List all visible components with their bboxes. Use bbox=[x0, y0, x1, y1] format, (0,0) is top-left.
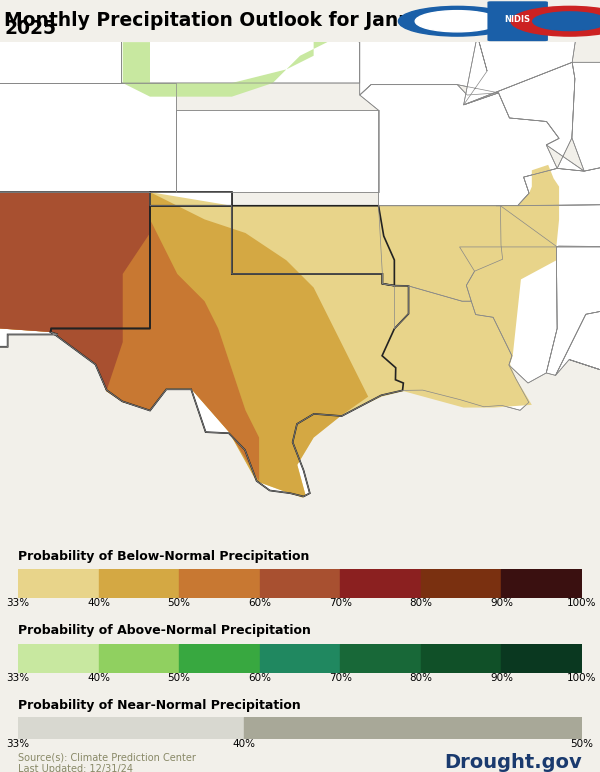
Polygon shape bbox=[0, 165, 559, 498]
Polygon shape bbox=[426, 0, 587, 105]
Bar bbox=[421, 644, 502, 673]
Bar bbox=[421, 569, 502, 598]
Polygon shape bbox=[0, 192, 529, 496]
Polygon shape bbox=[121, 29, 360, 83]
Text: 33%: 33% bbox=[7, 598, 29, 608]
Polygon shape bbox=[0, 83, 176, 192]
Polygon shape bbox=[0, 0, 121, 83]
Text: Source(s): Climate Prediction Center
Last Updated: 12/31/24: Source(s): Climate Prediction Center Las… bbox=[18, 753, 196, 772]
Text: Drought.gov: Drought.gov bbox=[444, 753, 582, 772]
Text: 80%: 80% bbox=[409, 598, 433, 608]
Bar bbox=[179, 569, 260, 598]
Bar bbox=[18, 717, 244, 739]
Bar bbox=[18, 644, 98, 673]
Polygon shape bbox=[176, 110, 379, 192]
Polygon shape bbox=[360, 85, 559, 206]
Polygon shape bbox=[518, 83, 600, 206]
Polygon shape bbox=[496, 203, 600, 247]
Text: 60%: 60% bbox=[248, 673, 271, 683]
Bar bbox=[340, 644, 421, 673]
Text: 33%: 33% bbox=[7, 673, 29, 683]
Text: 100%: 100% bbox=[567, 598, 597, 608]
Bar bbox=[179, 644, 260, 673]
Bar bbox=[260, 569, 340, 598]
Polygon shape bbox=[121, 0, 487, 71]
Bar bbox=[502, 569, 582, 598]
Polygon shape bbox=[50, 206, 409, 496]
Bar bbox=[98, 569, 179, 598]
Text: 33%: 33% bbox=[7, 739, 29, 749]
Polygon shape bbox=[460, 247, 557, 383]
Text: 70%: 70% bbox=[329, 598, 352, 608]
Polygon shape bbox=[556, 245, 600, 398]
Text: Monthly Precipitation Outlook for January 1–31,: Monthly Precipitation Outlook for Januar… bbox=[4, 11, 508, 29]
Polygon shape bbox=[329, 15, 499, 105]
Text: 90%: 90% bbox=[490, 598, 513, 608]
Polygon shape bbox=[0, 29, 327, 137]
Polygon shape bbox=[232, 206, 394, 286]
Circle shape bbox=[415, 11, 499, 32]
Polygon shape bbox=[0, 192, 150, 438]
FancyBboxPatch shape bbox=[487, 2, 548, 41]
Polygon shape bbox=[0, 192, 259, 481]
Circle shape bbox=[398, 6, 516, 36]
Polygon shape bbox=[379, 206, 503, 329]
Bar bbox=[98, 644, 179, 673]
Polygon shape bbox=[150, 192, 232, 206]
Text: 50%: 50% bbox=[571, 739, 593, 749]
Polygon shape bbox=[121, 0, 329, 29]
Text: 40%: 40% bbox=[87, 598, 110, 608]
Text: 100%: 100% bbox=[567, 673, 597, 683]
Bar bbox=[502, 644, 582, 673]
Text: 80%: 80% bbox=[409, 673, 433, 683]
Circle shape bbox=[533, 12, 600, 31]
Text: 50%: 50% bbox=[167, 598, 191, 608]
Polygon shape bbox=[0, 192, 368, 498]
Text: 90%: 90% bbox=[490, 673, 513, 683]
Text: 50%: 50% bbox=[167, 673, 191, 683]
Bar bbox=[260, 644, 340, 673]
Text: 70%: 70% bbox=[329, 673, 352, 683]
Polygon shape bbox=[572, 63, 600, 171]
Circle shape bbox=[511, 6, 600, 36]
Text: Probability of Below-Normal Precipitation: Probability of Below-Normal Precipitatio… bbox=[18, 550, 310, 564]
Text: 40%: 40% bbox=[232, 739, 255, 749]
Polygon shape bbox=[569, 245, 600, 519]
Text: 2025: 2025 bbox=[4, 19, 56, 38]
Text: 60%: 60% bbox=[248, 598, 271, 608]
Polygon shape bbox=[464, 63, 584, 171]
Text: Probability of Above-Normal Precipitation: Probability of Above-Normal Precipitatio… bbox=[18, 624, 311, 637]
Polygon shape bbox=[0, 192, 150, 347]
Polygon shape bbox=[546, 247, 600, 375]
Text: Probability of Near-Normal Precipitation: Probability of Near-Normal Precipitation bbox=[18, 699, 301, 712]
Bar bbox=[244, 717, 582, 739]
Bar bbox=[18, 569, 98, 598]
Text: 40%: 40% bbox=[87, 673, 110, 683]
Bar bbox=[340, 569, 421, 598]
Text: NIDIS: NIDIS bbox=[505, 15, 530, 24]
